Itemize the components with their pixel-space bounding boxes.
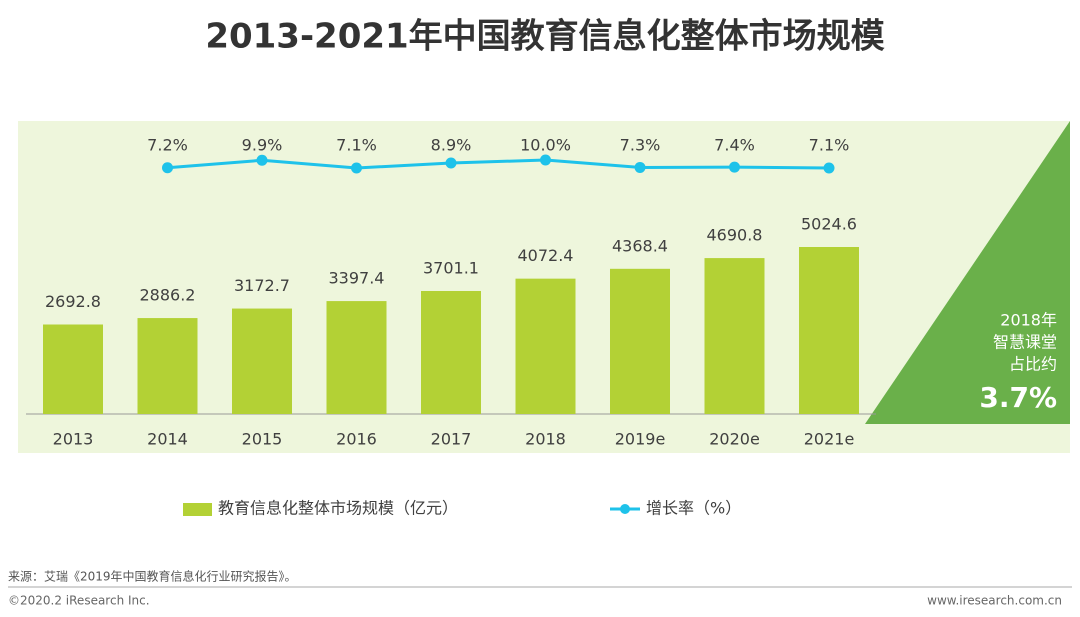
growth-marker bbox=[351, 162, 362, 174]
x-tick-label: 2017 bbox=[431, 430, 472, 449]
bar-value-label: 3172.7 bbox=[234, 276, 290, 295]
growth-value-label: 7.2% bbox=[147, 136, 188, 155]
growth-marker bbox=[634, 161, 646, 173]
growth-marker bbox=[729, 161, 740, 173]
bar bbox=[610, 268, 670, 414]
bar-value-label: 4368.4 bbox=[612, 236, 668, 255]
annotation-value: 3.7% bbox=[979, 381, 1057, 414]
growth-value-label: 10.0% bbox=[520, 136, 571, 155]
annotation-triangle bbox=[865, 121, 1070, 424]
bar bbox=[799, 247, 859, 414]
bar-value-label: 2692.8 bbox=[45, 292, 101, 311]
annotation-text: 2018年 bbox=[1000, 311, 1057, 330]
bar bbox=[326, 301, 387, 414]
growth-marker bbox=[823, 162, 835, 174]
x-tick-label: 2021e bbox=[804, 430, 855, 449]
chart-title: 2013-2021年中国教育信息化整体市场规模 bbox=[205, 17, 884, 57]
bar bbox=[43, 324, 103, 414]
growth-value-label: 7.1% bbox=[336, 136, 377, 155]
x-tick-label: 2019e bbox=[615, 430, 666, 449]
bar-value-label: 3701.1 bbox=[423, 258, 479, 277]
growth-value-label: 8.9% bbox=[431, 136, 472, 155]
website: www.iresearch.com.cn bbox=[927, 594, 1062, 608]
bar-value-label: 4690.8 bbox=[707, 226, 763, 245]
bar-value-label: 3397.4 bbox=[329, 269, 385, 288]
growth-value-label: 7.4% bbox=[714, 136, 755, 155]
growth-marker bbox=[162, 162, 173, 174]
x-tick-label: 2020e bbox=[709, 430, 760, 449]
source: 来源：艾瑞《2019年中国教育信息化行业研究报告》。 bbox=[8, 569, 297, 584]
x-tick-label: 2014 bbox=[147, 430, 188, 449]
growth-value-label: 7.3% bbox=[620, 136, 661, 155]
bar-value-label: 2886.2 bbox=[140, 286, 196, 305]
bar bbox=[421, 290, 481, 414]
growth-line bbox=[167, 158, 830, 170]
x-tick-label: 2013 bbox=[53, 430, 94, 449]
bar bbox=[232, 308, 292, 414]
annotation-text: 占比约 bbox=[1009, 355, 1057, 374]
growth-marker bbox=[256, 154, 268, 166]
legend-label: 增长率（%） bbox=[646, 499, 741, 518]
bar-value-label: 4072.4 bbox=[518, 246, 574, 265]
annotation-text: 智慧课堂 bbox=[993, 333, 1057, 352]
copyright: ©2020.2 iResearch Inc. bbox=[8, 594, 150, 608]
bar bbox=[704, 258, 765, 414]
growth-value-label: 7.1% bbox=[809, 136, 850, 155]
x-tick-label: 2018 bbox=[525, 430, 566, 449]
x-tick-label: 2015 bbox=[242, 430, 283, 449]
legend-swatch-bar bbox=[183, 503, 212, 516]
x-tick-label: 2016 bbox=[336, 430, 377, 449]
growth-marker bbox=[540, 154, 551, 166]
bar bbox=[515, 278, 576, 414]
bar bbox=[137, 318, 198, 414]
legend-swatch-marker bbox=[620, 504, 630, 514]
growth-value-label: 9.9% bbox=[242, 136, 283, 155]
legend-label: 教育信息化整体市场规模（亿元） bbox=[218, 499, 458, 518]
bar-value-label: 5024.6 bbox=[801, 215, 857, 234]
growth-marker bbox=[445, 157, 457, 169]
